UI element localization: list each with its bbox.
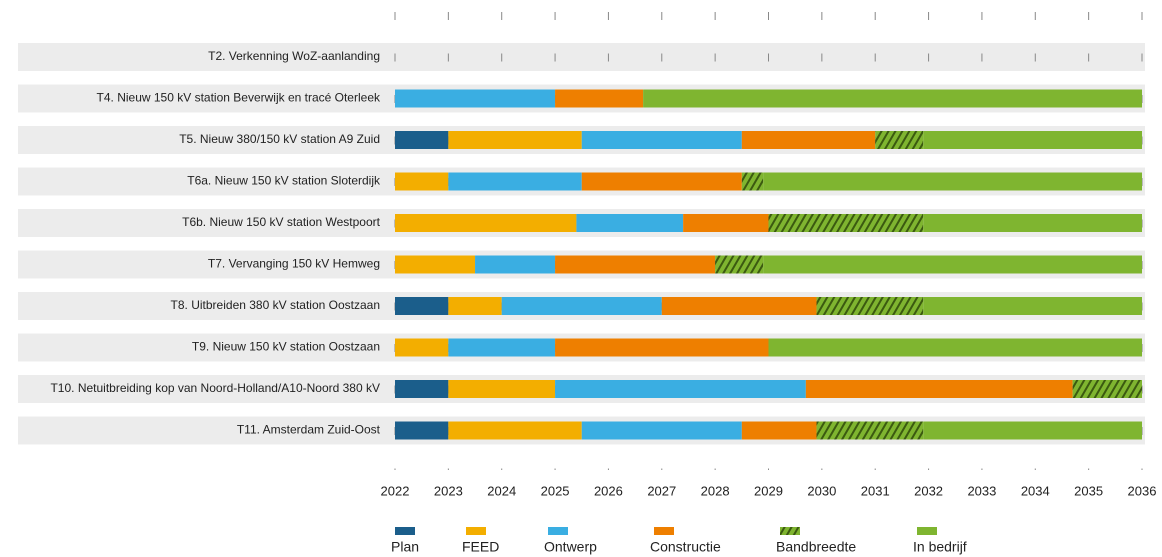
bar-segment xyxy=(448,131,582,149)
bar-segment xyxy=(768,214,924,232)
bar-segment xyxy=(395,297,449,315)
legend-swatch xyxy=(917,527,937,535)
row-label: T6a. Nieuw 150 kV station Sloterdijk xyxy=(187,174,381,188)
bar-segment xyxy=(395,338,449,357)
bar-segment xyxy=(475,255,556,274)
x-tick-label: 2023 xyxy=(434,483,463,498)
bar-segment xyxy=(395,131,449,149)
row-label: T9. Nieuw 150 kV station Oostzaan xyxy=(192,340,380,354)
legend-label: In bedrijf xyxy=(913,539,967,555)
bar-segment xyxy=(661,297,817,315)
row-label: T8. Uitbreiden 380 kV station Oostzaan xyxy=(171,298,380,312)
bar-segment xyxy=(763,172,1142,191)
x-tick-label: 2035 xyxy=(1074,483,1103,498)
x-tick-label: 2022 xyxy=(381,483,410,498)
bar-segment xyxy=(448,338,556,357)
bar-segment xyxy=(923,421,1142,440)
legend-label: FEED xyxy=(462,539,499,555)
x-tick-label: 2025 xyxy=(541,483,570,498)
row-label: T6b. Nieuw 150 kV station Westpoort xyxy=(182,215,381,229)
bar-segment xyxy=(763,255,1142,274)
bar-segment xyxy=(395,255,476,274)
legend-swatch xyxy=(466,527,486,535)
bar-segment xyxy=(741,131,876,149)
bars xyxy=(395,89,1142,440)
x-tick-label: 2028 xyxy=(701,483,730,498)
row-label: T7. Vervanging 150 kV Hemweg xyxy=(208,257,380,271)
legend-label: Bandbreedte xyxy=(776,539,856,555)
bar-segment xyxy=(448,297,502,315)
x-tick-label: 2030 xyxy=(807,483,836,498)
x-tick-label: 2031 xyxy=(861,483,890,498)
bar-segment xyxy=(643,89,1142,108)
row-label: T10. Netuitbreiding kop van Noord-Hollan… xyxy=(50,381,380,395)
bar-segment xyxy=(501,297,662,315)
legend-label: Plan xyxy=(391,539,419,555)
bar-segment xyxy=(816,297,924,315)
x-tick-label: 2034 xyxy=(1021,483,1050,498)
bar-segment xyxy=(555,89,644,108)
bar-segment xyxy=(581,421,742,440)
legend-swatch xyxy=(395,527,415,535)
x-tick-label: 2029 xyxy=(754,483,783,498)
bar-segment xyxy=(448,421,582,440)
bar-segment xyxy=(1072,380,1142,398)
legend-label: Ontwerp xyxy=(544,539,597,555)
bar-segment xyxy=(683,214,769,232)
bar-segment xyxy=(395,380,449,398)
bar-segment xyxy=(555,338,769,357)
bar-segment xyxy=(875,131,924,149)
bar-segment xyxy=(805,380,1073,398)
bar-segment xyxy=(923,297,1142,315)
bar-segment xyxy=(395,172,449,191)
x-tick-label: 2027 xyxy=(647,483,676,498)
legend-swatch xyxy=(548,527,568,535)
bar-segment xyxy=(816,421,924,440)
bar-segment xyxy=(768,338,1142,357)
bar-segment xyxy=(555,380,806,398)
bar-segment xyxy=(581,131,742,149)
x-tick-label: 2036 xyxy=(1128,483,1157,498)
bar-segment xyxy=(555,255,716,274)
legend-swatch xyxy=(654,527,674,535)
row-background xyxy=(18,43,1145,71)
bar-segment xyxy=(741,421,817,440)
bar-segment xyxy=(581,172,742,191)
bar-segment xyxy=(923,214,1142,232)
row-label: T5. Nieuw 380/150 kV station A9 Zuid xyxy=(179,132,380,146)
x-tick-label: 2032 xyxy=(914,483,943,498)
bar-segment xyxy=(448,172,582,191)
bar-segment xyxy=(576,214,684,232)
row-label: T11. Amsterdam Zuid-Oost xyxy=(237,423,381,437)
bar-segment xyxy=(923,131,1142,149)
row-label: T4. Nieuw 150 kV station Beverwijk en tr… xyxy=(97,91,381,105)
bar-segment xyxy=(448,380,556,398)
bar-segment xyxy=(395,214,577,232)
x-tick-label: 2024 xyxy=(487,483,516,498)
x-tick-label: 2033 xyxy=(967,483,996,498)
legend-swatch xyxy=(780,527,800,535)
bar-segment xyxy=(741,172,764,191)
bar-segment xyxy=(395,421,449,440)
legend-label: Constructie xyxy=(650,539,721,555)
bar-segment xyxy=(715,255,764,274)
row-label: T2. Verkenning WoZ-aanlanding xyxy=(208,49,380,63)
x-tick-label: 2026 xyxy=(594,483,623,498)
bar-segment xyxy=(395,89,556,108)
